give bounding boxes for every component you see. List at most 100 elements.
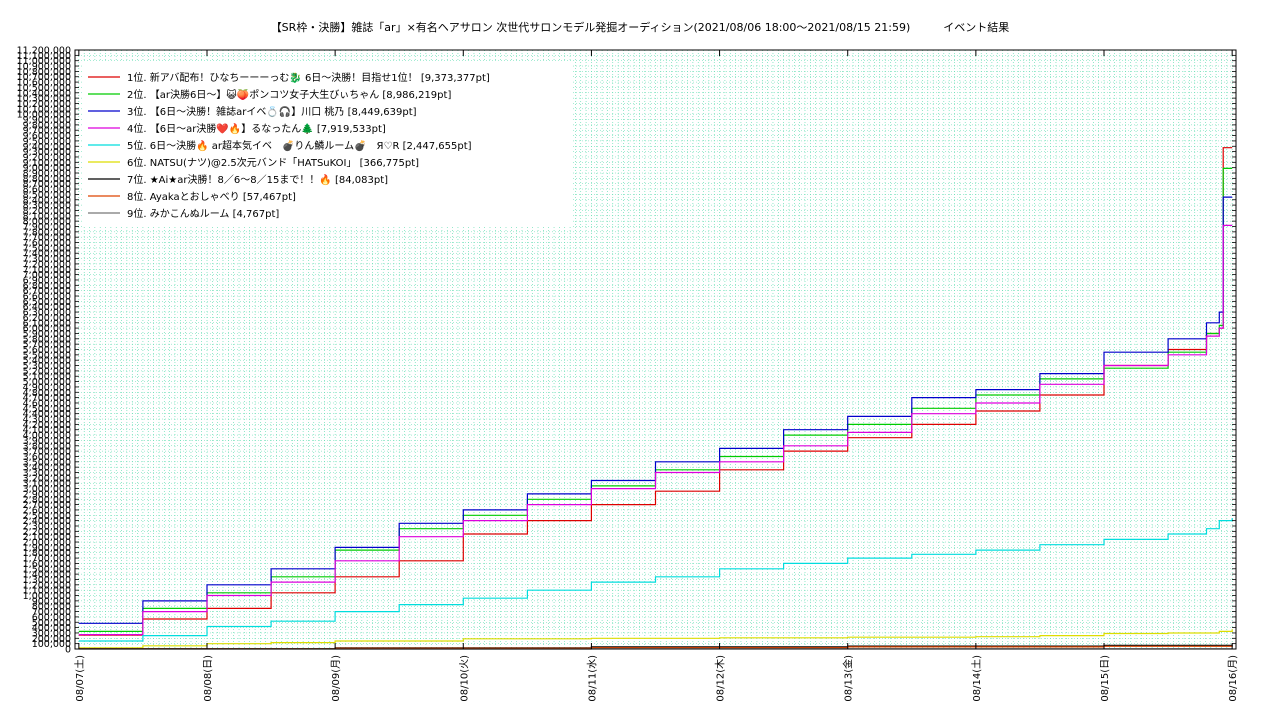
x-tick-label: 08/08(日) [203,655,214,702]
y-tick-label: 3,800,000 [23,441,71,452]
y-tick-label: 11,100,000 [17,51,71,62]
y-tick-label: 10,300,000 [17,94,71,105]
y-tick-label: 9,000,000 [23,163,71,174]
y-tick-label: 11,200,000 [17,46,71,57]
y-tick-label: 3,100,000 [23,479,71,490]
y-tick-label: 1,200,000 [23,580,71,591]
y-tick-label: 2,300,000 [23,521,71,532]
y-tick-label: 5,000,000 [23,377,71,388]
y-tick-label: 1,500,000 [23,564,71,575]
y-tick-label: 8,700,000 [23,179,71,190]
y-tick-label: 200,000 [32,634,71,645]
y-tick-label: 6,500,000 [23,297,71,308]
y-tick-label: 8,400,000 [23,195,71,206]
axes: 0100,000200,000300,000400,000500,000600,… [17,46,1240,702]
y-tick-label: 6,100,000 [23,318,71,329]
x-tick-label: 08/10(火) [458,655,470,702]
y-tick-label: 4,000,000 [23,431,71,442]
y-tick-label: 7,300,000 [23,254,71,265]
y-tick-label: 6,700,000 [23,286,71,297]
y-tick-label: 3,200,000 [23,473,71,484]
y-tick-label: 9,200,000 [23,152,71,163]
y-tick-label: 4,300,000 [23,415,71,426]
y-tick-label: 10,200,000 [17,99,71,110]
y-tick-label: 7,900,000 [23,222,71,233]
y-tick-label: 100,000 [32,639,71,650]
y-tick-label: 6,800,000 [23,281,71,292]
y-tick-label: 6,600,000 [23,292,71,303]
y-tick-label: 5,400,000 [23,356,71,367]
y-tick-label: 2,700,000 [23,500,71,511]
legend-label-5: 5位. 6日〜決勝🔥 ar超本気イベ 💣りん鱗ルーム💣 Я♡R [2,447,6… [127,139,472,152]
y-tick-label: 4,600,000 [23,398,71,409]
y-tick-label: 8,800,000 [23,174,71,185]
y-tick-label: 9,300,000 [23,147,71,158]
legend-label-7: 7位. ★Ai★ar決勝！8／6〜8／15まで！！🔥 [84,083pt] [127,173,388,186]
y-tick-label: 2,000,000 [23,538,71,549]
y-tick-label: 3,700,000 [23,447,71,458]
y-tick-label: 1,100,000 [23,586,71,597]
y-tick-label: 5,200,000 [23,366,71,377]
x-tick-label: 08/12(木) [715,655,727,702]
y-tick-label: 7,100,000 [23,265,71,276]
y-tick-label: 500,000 [32,618,71,629]
y-tick-label: 10,500,000 [17,83,71,94]
y-tick-label: 400,000 [32,623,71,634]
y-tick-label: 3,300,000 [23,468,71,479]
y-tick-label: 3,400,000 [23,463,71,474]
y-tick-label: 11,000,000 [17,56,71,67]
y-tick-label: 2,200,000 [23,527,71,538]
legend-label-9: 9位. みかこんぬルーム [4,767pt] [127,207,279,220]
y-tick-label: 7,500,000 [23,243,71,254]
y-tick-label: 9,600,000 [23,131,71,142]
series-line-5 [78,518,1233,642]
y-tick-label: 8,100,000 [23,211,71,222]
y-tick-label: 9,800,000 [23,120,71,131]
legend-label-8: 8位. Ayakaとおしゃべり [57,467pt] [127,190,296,203]
y-tick-label: 4,200,000 [23,420,71,431]
y-tick-label: 4,500,000 [23,404,71,415]
y-tick-label: 10,000,000 [17,110,71,121]
y-tick-label: 3,500,000 [23,457,71,468]
y-tick-label: 600,000 [32,612,71,623]
series-line-3 [78,196,1233,624]
y-tick-label: 9,700,000 [23,126,71,137]
y-tick-label: 700,000 [32,607,71,618]
y-tick-label: 1,800,000 [23,548,71,559]
y-tick-label: 3,000,000 [23,484,71,495]
y-tick-label: 8,200,000 [23,206,71,217]
y-tick-label: 3,900,000 [23,436,71,447]
y-tick-label: 4,800,000 [23,388,71,399]
y-tick-label: 6,300,000 [23,308,71,319]
y-tick-label: 5,100,000 [23,372,71,383]
y-tick-label: 6,200,000 [23,313,71,324]
y-tick-label: 8,300,000 [23,201,71,212]
y-tick-label: 1,300,000 [23,575,71,586]
y-tick-label: 0 [65,645,71,656]
legend-box [83,61,573,227]
y-tick-label: 7,700,000 [23,233,71,244]
legend-label-6: 6位. NATSU(ナツ)@2.5次元バンド「HATSuKOI」 [366,77… [127,156,419,169]
legend-label-1: 1位. 新アバ配布！ひなちーーーっむ🐉 6日～決勝！目指せ1位！ [9,373,… [127,71,490,84]
y-tick-label: 2,100,000 [23,532,71,543]
y-tick-label: 10,800,000 [17,67,71,78]
y-tick-label: 5,800,000 [23,334,71,345]
y-tick-label: 9,900,000 [23,115,71,126]
y-tick-label: 10,400,000 [17,88,71,99]
legend-label-3: 3位. 【6日〜決勝！雑誌arイベ💍🎧】川口 桃乃 [8,449,639pt] [127,105,417,118]
y-tick-label: 10,100,000 [17,104,71,115]
y-tick-label: 4,100,000 [23,425,71,436]
y-tick-label: 10,600,000 [17,78,71,89]
y-tick-label: 6,400,000 [23,302,71,313]
y-tick-label: 5,300,000 [23,361,71,372]
y-tick-label: 1,000,000 [23,591,71,602]
x-tick-label: 08/15(日) [1100,655,1111,702]
y-tick-label: 2,600,000 [23,505,71,516]
y-tick-label: 6,900,000 [23,275,71,286]
y-tick-label: 800,000 [32,602,71,613]
y-tick-label: 5,500,000 [23,350,71,361]
series-line-1 [78,147,1233,636]
legend-label-4: 4位. 【6日〜ar決勝❤️🔥】るなったん🌲 [7,919,533pt] [127,122,386,135]
y-tick-label: 1,900,000 [23,543,71,554]
y-tick-label: 8,900,000 [23,169,71,180]
